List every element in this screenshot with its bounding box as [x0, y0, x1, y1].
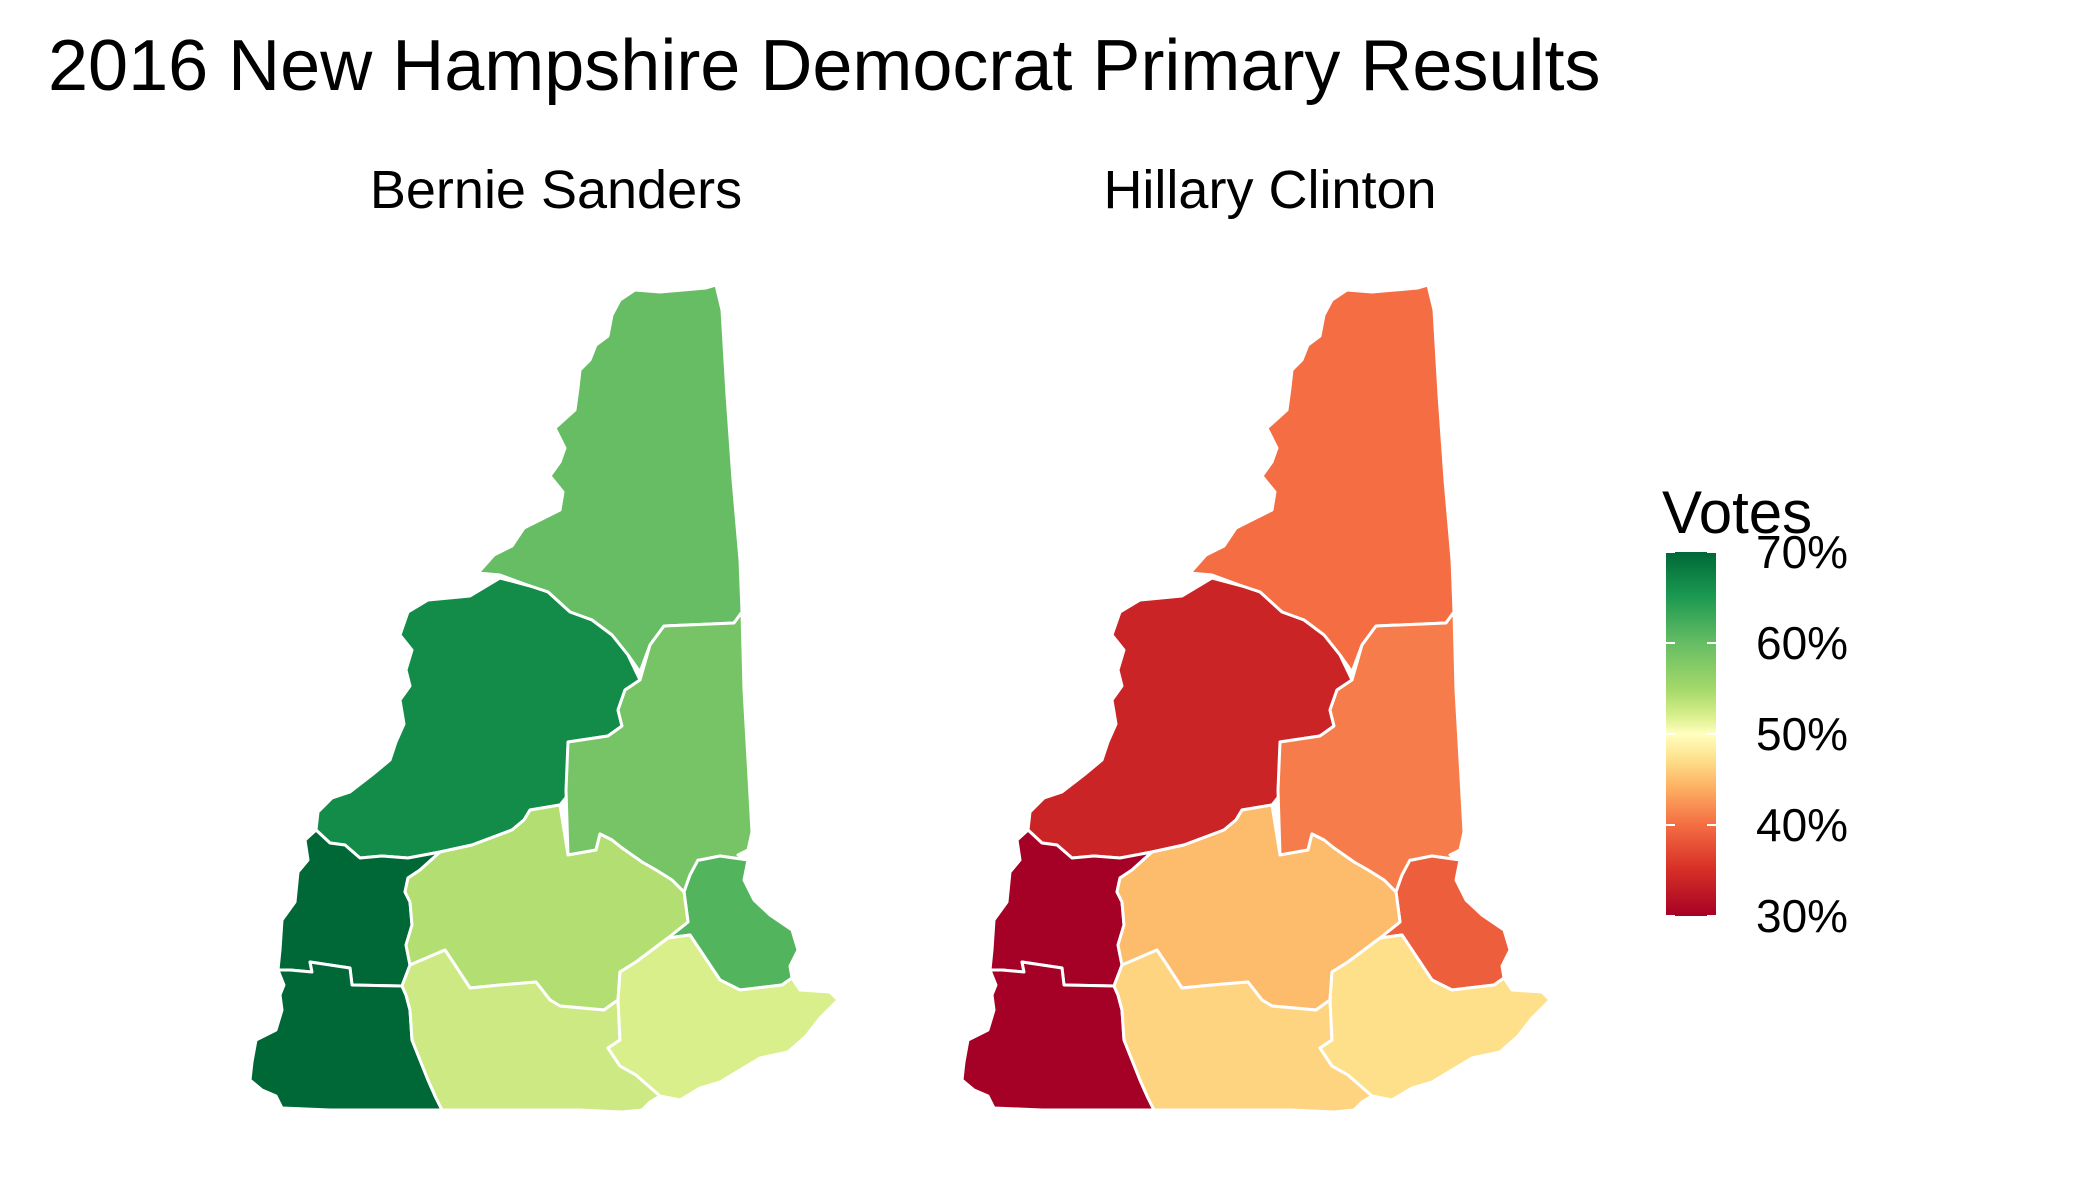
legend-label: 60%	[1756, 617, 1849, 669]
county-hillsborough-sanders	[400, 948, 662, 1114]
county-rockingham-clinton	[1318, 933, 1552, 1102]
clinton-map	[960, 283, 1552, 1114]
legend-label: 30%	[1756, 890, 1849, 942]
county-rockingham-sanders	[606, 933, 840, 1102]
panel-title-sanders: Bernie Sanders	[369, 160, 743, 220]
legend-label: 40%	[1756, 799, 1849, 851]
legend-label: 70%	[1756, 526, 1849, 578]
county-hillsborough-clinton	[1112, 948, 1374, 1114]
page-title: 2016 New Hampshire Democrat Primary Resu…	[48, 26, 1601, 106]
legend-label: 50%	[1756, 708, 1849, 760]
legend-title: Votes	[1662, 479, 1813, 546]
sanders-map	[248, 283, 840, 1114]
panel-title-clinton: Hillary Clinton	[1103, 160, 1437, 220]
